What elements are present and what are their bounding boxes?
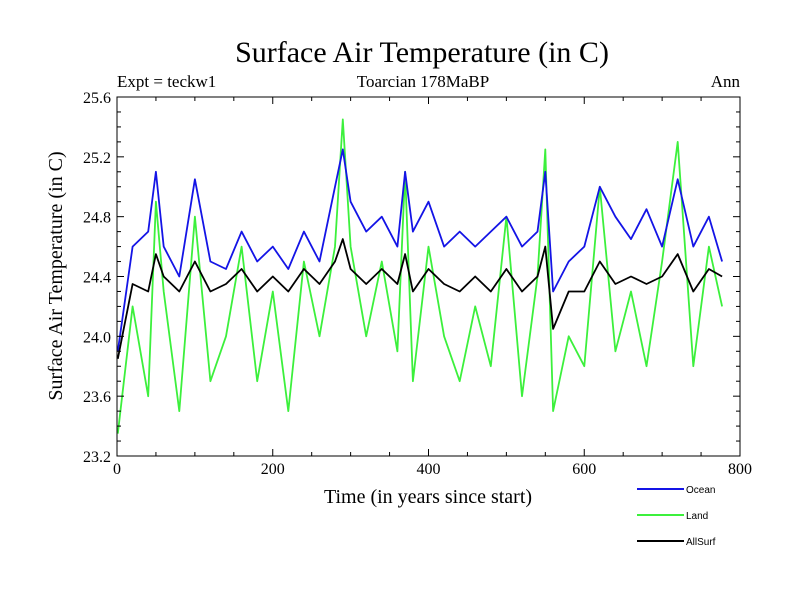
series-layer [116,118,723,434]
series-line-ocean [116,148,723,352]
legend-label-ocean: Ocean [686,485,715,496]
expt-label: Expt = teckw1 [117,72,216,91]
y-tick-label: 23.6 [83,389,111,406]
y-tick-label: 24.8 [83,210,111,227]
legend-label-allsurf: AllSurf [686,537,716,548]
y-tick-label: 25.6 [83,90,111,107]
y-tick-label: 24.4 [83,270,111,287]
chart-title: Surface Air Temperature (in C) [235,36,609,69]
x-axis-label: Time (in years since start) [324,486,532,508]
period-label: Toarcian 178MaBP [357,72,489,91]
axes-layer: 23.2 23.6 24.0 24.4 24.8 25.2 25.6 0 200 400 600 80… [83,90,752,478]
x-tick-label: 0 [113,461,121,478]
plot-frame [116,96,741,457]
y-tick-label: 24.0 [83,329,111,346]
season-label: Ann [711,72,741,91]
legend: Ocean Land AllSurf [637,485,716,548]
x-tick-label: 600 [572,461,596,478]
x-tick-label: 200 [261,461,285,478]
legend-label-land: Land [686,511,708,522]
y-axis-label: Surface Air Temperature (in C) [45,151,67,400]
x-tick-label: 400 [417,461,441,478]
y-tick-label: 25.2 [83,150,111,167]
y-tick-label: 23.2 [83,449,111,466]
series-line-allsurf [116,238,723,359]
x-tick-label: 800 [728,461,752,478]
